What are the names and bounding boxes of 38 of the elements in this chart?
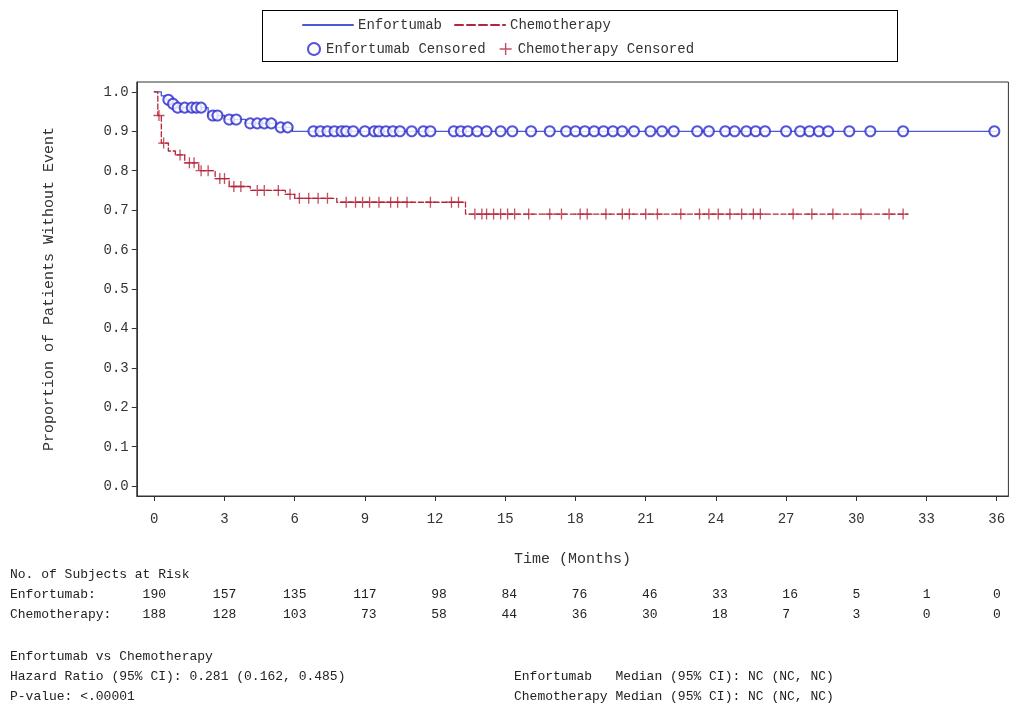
legend-label: Chemotherapy Censored [517, 41, 695, 57]
y-axis-title: Proportion of Patients Without Event [40, 126, 58, 452]
y-tick-label: 0.1 [103, 438, 129, 455]
text: No. of Subjects at Risk [10, 567, 190, 583]
x-tick-label: 36 [988, 511, 1006, 527]
text: Chemotherapy: 188 128 103 73 58 44 36 30 18 7 3 0 0 [10, 607, 1001, 623]
legend-label: Chemotherapy [510, 17, 611, 33]
text: Chemotherapy Median (95% CI): NC (NC, NC) [514, 689, 834, 705]
x-tick-label: 27 [777, 511, 795, 527]
y-tick-label: 0.5 [103, 281, 129, 297]
x-tick-label: 6 [290, 511, 299, 527]
text: Hazard Ratio (95% CI): 0.281 (0.162, 0.485) [10, 669, 346, 685]
y-tick-label: 0.9 [103, 123, 129, 140]
legend-label: Enfortumab Censored [326, 41, 486, 57]
x-tick-label: 30 [847, 511, 865, 527]
y-tick-label: 0.2 [103, 399, 129, 416]
x-tick-label: 0 [150, 511, 159, 527]
text: Enfortumab vs Chemotherapy [10, 649, 213, 665]
y-tick-label: 0.7 [103, 202, 129, 219]
x-tick-label: 15 [496, 511, 514, 527]
legend-label: Enfortumab [358, 17, 443, 33]
x-tick-label: 21 [637, 511, 655, 527]
x-tick-label: 9 [360, 511, 370, 527]
y-tick-label: 1.0 [103, 83, 129, 100]
y-tick-label: 0.8 [103, 162, 129, 179]
y-tick-label: 0.3 [103, 359, 129, 376]
x-tick-label: 24 [707, 511, 725, 527]
text: P-value: <.00001 [10, 689, 135, 705]
x-tick-label: 18 [567, 511, 584, 527]
x-tick-label: 3 [220, 511, 229, 527]
y-tick-label: 0.0 [103, 478, 129, 495]
y-tick-label: 0.6 [103, 241, 129, 258]
x-tick-label: 33 [918, 511, 935, 527]
y-tick-label: 0.4 [103, 320, 129, 337]
x-tick-label: 12 [426, 511, 444, 527]
x-axis-title: Time (Months) [514, 551, 632, 568]
text: Enfortumab: 190 157 135 117 98 84 76 46 33 16 5 1 0 [10, 587, 1001, 603]
text: Enfortumab Median (95% CI): NC (NC, NC) [514, 669, 834, 685]
